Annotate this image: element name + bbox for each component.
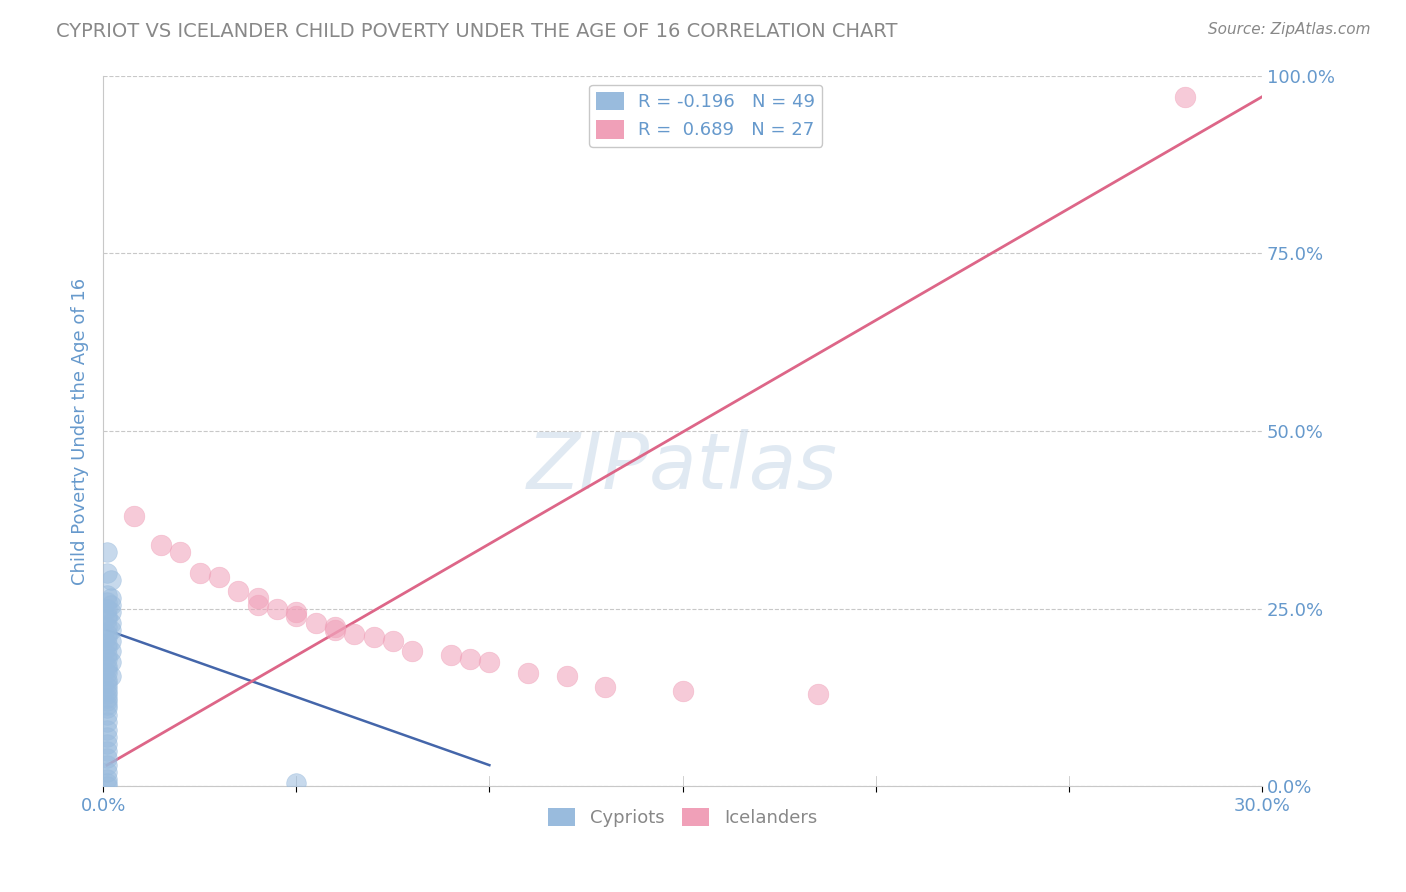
Point <box>100 591 122 605</box>
Point <box>1174 90 1197 104</box>
Point <box>96 730 118 744</box>
Point <box>100 598 122 612</box>
Text: CYPRIOT VS ICELANDER CHILD POVERTY UNDER THE AGE OF 16 CORRELATION CHART: CYPRIOT VS ICELANDER CHILD POVERTY UNDER… <box>56 22 898 41</box>
Point <box>96 588 118 602</box>
Text: ZIPatlas: ZIPatlas <box>527 428 838 505</box>
Point <box>96 758 118 772</box>
Point <box>96 744 118 758</box>
Point <box>150 538 173 552</box>
Point <box>555 669 578 683</box>
Point <box>593 680 616 694</box>
Point <box>381 633 404 648</box>
Point <box>228 584 250 599</box>
Text: Source: ZipAtlas.com: Source: ZipAtlas.com <box>1208 22 1371 37</box>
Point <box>285 608 308 623</box>
Point <box>266 601 288 615</box>
Point <box>100 574 122 588</box>
Point <box>96 630 118 644</box>
Point <box>96 751 118 765</box>
Point <box>96 594 118 608</box>
Point <box>100 623 122 637</box>
Point <box>96 715 118 730</box>
Point <box>96 637 118 651</box>
Point <box>458 651 481 665</box>
Point <box>96 680 118 694</box>
Point <box>323 619 346 633</box>
Point <box>440 648 463 662</box>
Point <box>96 651 118 665</box>
Point <box>96 737 118 751</box>
Point <box>188 566 211 581</box>
Point <box>96 776 118 790</box>
Point <box>96 608 118 623</box>
Point <box>96 626 118 640</box>
Legend: Cypriots, Icelanders: Cypriots, Icelanders <box>541 800 824 834</box>
Point <box>96 545 118 559</box>
Point <box>100 605 122 619</box>
Point <box>96 665 118 680</box>
Point <box>96 765 118 780</box>
Point <box>517 665 540 680</box>
Point <box>96 673 118 687</box>
Point <box>96 612 118 626</box>
Point <box>96 701 118 715</box>
Point <box>246 598 269 612</box>
Point <box>100 633 122 648</box>
Point <box>100 615 122 630</box>
Point <box>96 662 118 676</box>
Point <box>96 687 118 701</box>
Point <box>169 545 191 559</box>
Point <box>304 615 326 630</box>
Point <box>96 690 118 705</box>
Point <box>285 776 308 790</box>
Point <box>96 619 118 633</box>
Point <box>246 591 269 605</box>
Point <box>100 644 122 658</box>
Point <box>208 570 231 584</box>
Point <box>96 640 118 655</box>
Point <box>96 683 118 698</box>
Point <box>96 658 118 673</box>
Point <box>96 780 118 794</box>
Point <box>343 626 366 640</box>
Point <box>122 509 145 524</box>
Point <box>285 605 308 619</box>
Point <box>96 698 118 712</box>
Point <box>401 644 423 658</box>
Point <box>100 669 122 683</box>
Point <box>363 630 385 644</box>
Point <box>96 676 118 690</box>
Point <box>100 655 122 669</box>
Point <box>323 623 346 637</box>
Point <box>478 655 501 669</box>
Point <box>671 683 693 698</box>
Point <box>96 694 118 708</box>
Point <box>96 648 118 662</box>
Point <box>96 723 118 737</box>
Point <box>96 566 118 581</box>
Point <box>807 687 830 701</box>
Y-axis label: Child Poverty Under the Age of 16: Child Poverty Under the Age of 16 <box>72 277 89 584</box>
Point <box>96 601 118 615</box>
Point <box>96 708 118 723</box>
Point <box>96 772 118 787</box>
